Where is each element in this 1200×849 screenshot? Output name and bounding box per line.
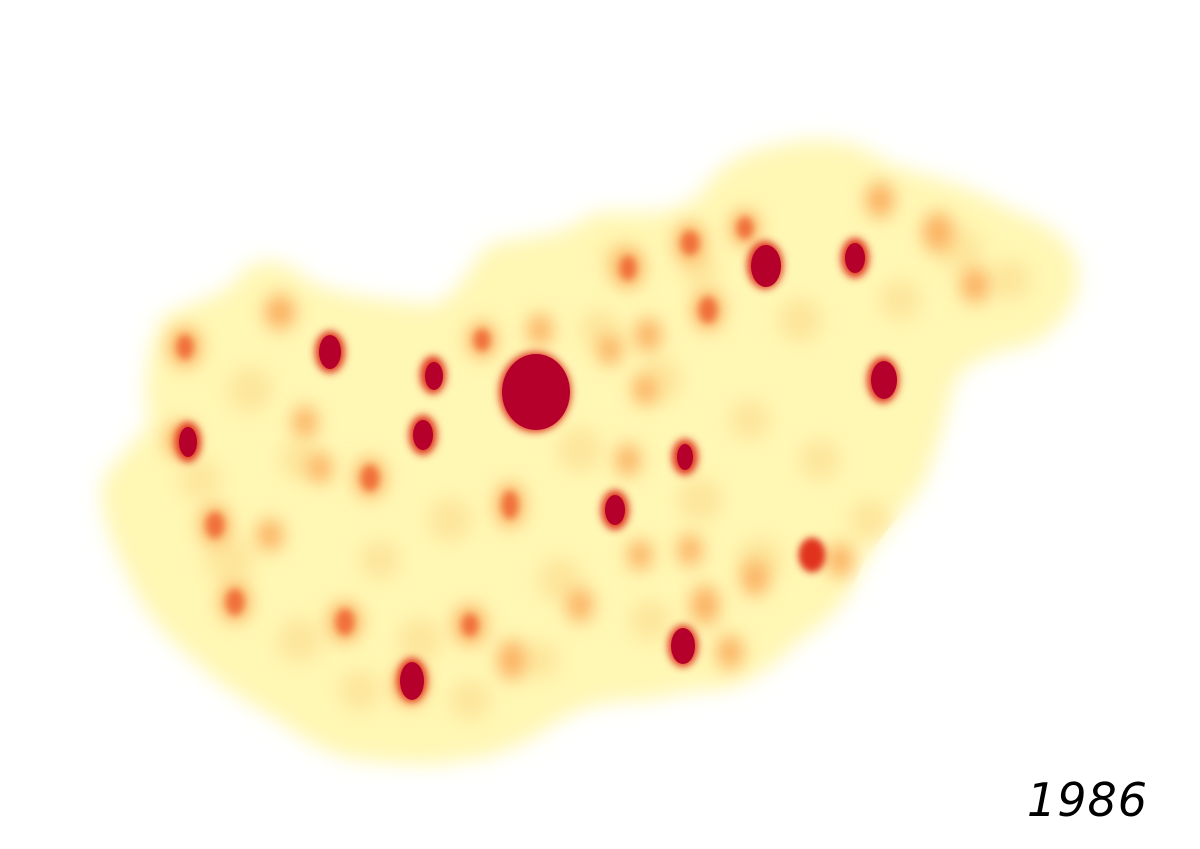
hotspot-szeged	[671, 628, 695, 664]
hotspot-gyor	[319, 335, 341, 369]
hotspot-szombathely	[179, 427, 197, 457]
hotspot-debrecen	[871, 361, 897, 399]
hotspot-pecs	[400, 662, 424, 700]
hotspot-szolnok	[677, 444, 693, 470]
hotspot-kecskemet	[605, 495, 625, 525]
hotspot-nyiregyhaza	[845, 243, 865, 273]
hotspot-budapest	[502, 354, 570, 430]
year-label: 1986	[1026, 773, 1148, 827]
hotspot-miskolc	[751, 245, 781, 287]
hotspot-tatabanya	[425, 362, 443, 390]
density-texture	[180, 228, 1030, 720]
hotspot-szekesfehervar	[413, 420, 433, 450]
hotspots-red-core	[179, 243, 897, 700]
